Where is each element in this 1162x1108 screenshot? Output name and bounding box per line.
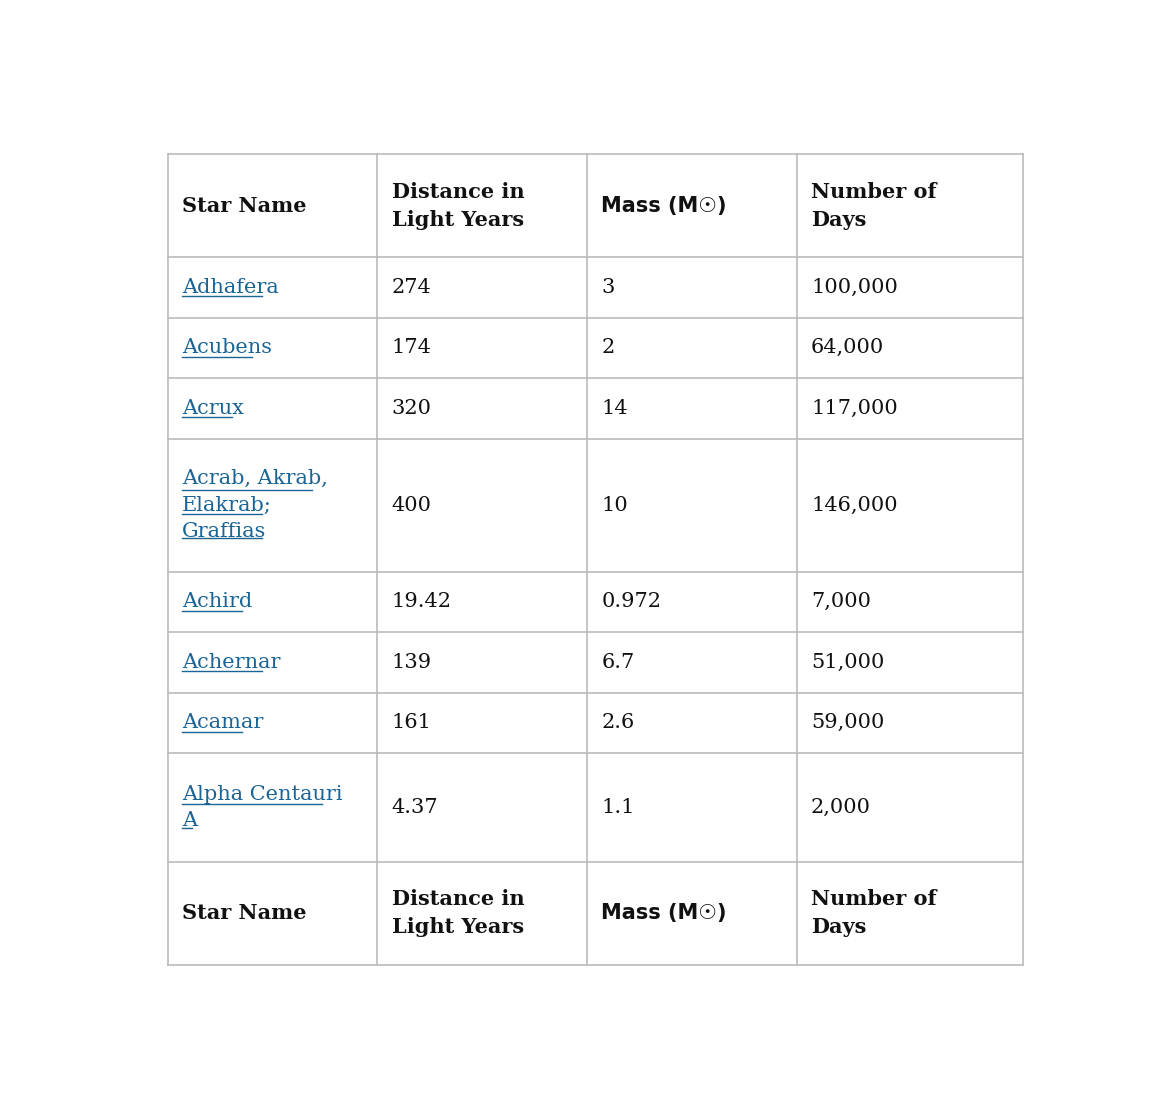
Text: 4.37: 4.37 [392,798,438,817]
Text: 7,000: 7,000 [811,593,872,612]
Text: Acrab, Akrab,
Elakrab;
Graffias: Acrab, Akrab, Elakrab; Graffias [182,469,328,541]
Text: Mass (M☉): Mass (M☉) [602,903,727,923]
Text: 51,000: 51,000 [811,653,884,671]
Text: Achernar: Achernar [182,653,281,671]
Text: 146,000: 146,000 [811,495,897,514]
Text: 1.1: 1.1 [602,798,634,817]
Text: Acamar: Acamar [182,714,264,732]
Text: 10: 10 [602,495,629,514]
Text: 117,000: 117,000 [811,399,898,418]
Text: 64,000: 64,000 [811,338,884,358]
Text: Distance in
Light Years: Distance in Light Years [392,182,524,229]
Text: 400: 400 [392,495,432,514]
Text: Star Name: Star Name [182,196,307,216]
Text: 320: 320 [392,399,432,418]
Text: 14: 14 [602,399,627,418]
Text: 59,000: 59,000 [811,714,884,732]
Text: 139: 139 [392,653,432,671]
Text: Number of
Days: Number of Days [811,182,937,229]
Text: 2.6: 2.6 [602,714,634,732]
Text: 0.972: 0.972 [602,593,661,612]
Text: 174: 174 [392,338,431,358]
Text: 2: 2 [602,338,615,358]
Text: Distance in
Light Years: Distance in Light Years [392,890,524,937]
Text: Mass (M☉): Mass (M☉) [602,196,727,216]
Text: 100,000: 100,000 [811,278,898,297]
Text: Alpha Centauri
A: Alpha Centauri A [182,784,343,830]
Text: Acubens: Acubens [182,338,272,358]
Text: 3: 3 [602,278,615,297]
Text: Number of
Days: Number of Days [811,890,937,937]
Text: Acrux: Acrux [182,399,244,418]
Text: 6.7: 6.7 [602,653,634,671]
Text: Star Name: Star Name [182,903,307,923]
Text: Adhafera: Adhafera [182,278,279,297]
Text: 19.42: 19.42 [392,593,452,612]
Text: 161: 161 [392,714,432,732]
Text: 274: 274 [392,278,431,297]
Text: Achird: Achird [182,593,252,612]
Text: 2,000: 2,000 [811,798,872,817]
